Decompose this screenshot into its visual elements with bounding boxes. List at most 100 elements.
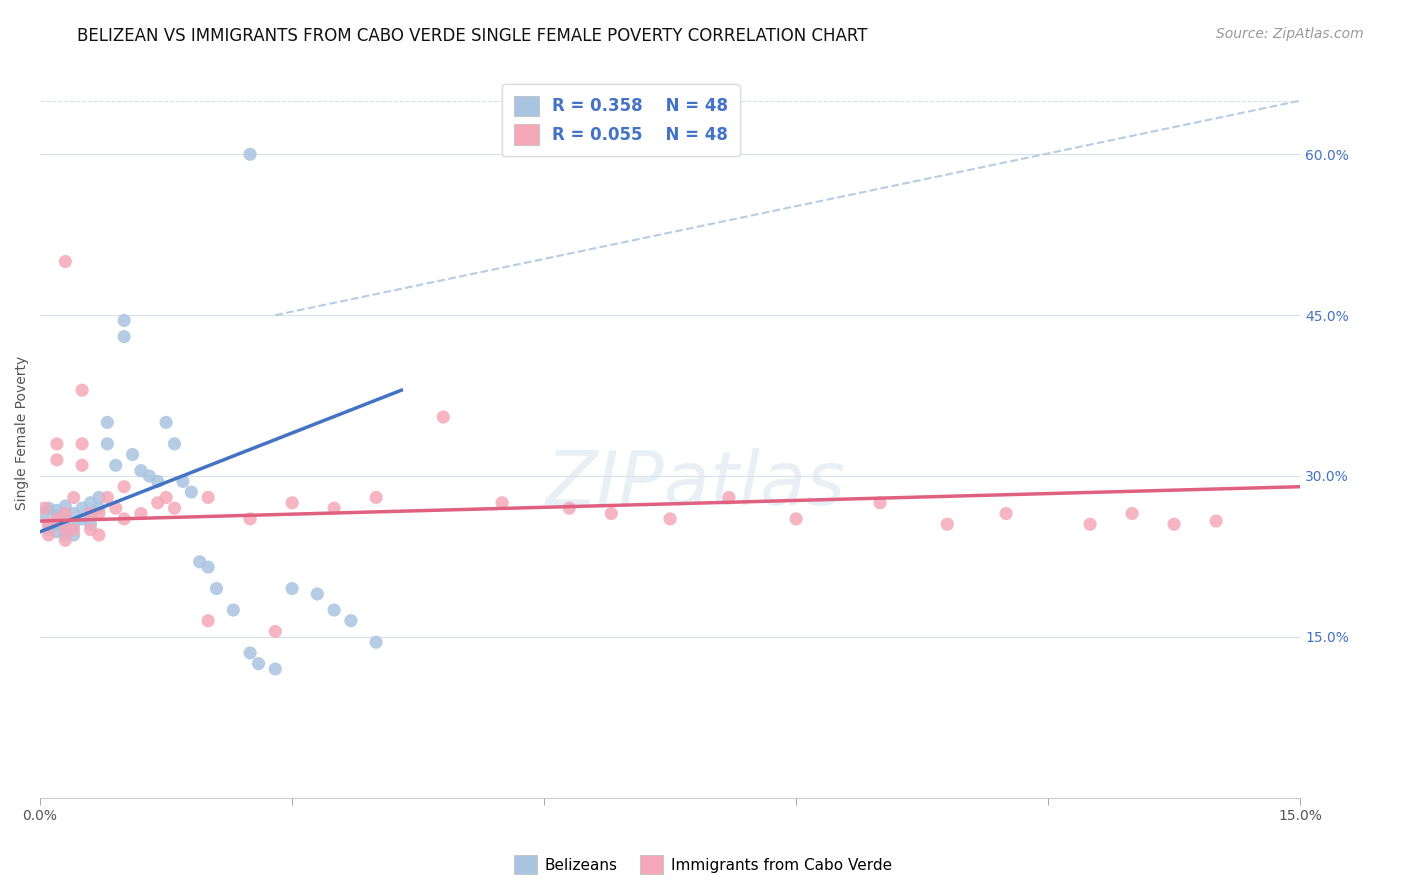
- Point: [936, 517, 959, 532]
- Point: [659, 512, 682, 526]
- Point: [87, 491, 110, 505]
- Point: [112, 480, 135, 494]
- Point: [112, 512, 135, 526]
- Point: [264, 662, 287, 676]
- Point: [785, 512, 807, 526]
- Point: [62, 528, 84, 542]
- Point: [70, 501, 93, 516]
- Point: [38, 501, 60, 516]
- Point: [323, 501, 346, 516]
- Point: [87, 507, 110, 521]
- Point: [87, 528, 110, 542]
- Point: [239, 512, 262, 526]
- Point: [53, 523, 76, 537]
- Point: [38, 528, 60, 542]
- Point: [38, 517, 60, 532]
- Point: [79, 517, 101, 532]
- Point: [53, 528, 76, 542]
- Point: [1078, 517, 1101, 532]
- Point: [600, 507, 623, 521]
- Point: [138, 469, 160, 483]
- Point: [45, 512, 67, 526]
- Point: [62, 507, 84, 521]
- Point: [45, 524, 67, 539]
- Point: [34, 501, 56, 516]
- Point: [45, 453, 67, 467]
- Point: [38, 517, 60, 532]
- Point: [70, 458, 93, 473]
- Point: [79, 507, 101, 521]
- Point: [558, 501, 581, 516]
- Point: [307, 587, 329, 601]
- Point: [239, 147, 262, 161]
- Point: [364, 491, 387, 505]
- Point: [222, 603, 245, 617]
- Point: [205, 582, 228, 596]
- Point: [70, 437, 93, 451]
- Point: [53, 512, 76, 526]
- Point: [53, 499, 76, 513]
- Point: [364, 635, 387, 649]
- Text: BELIZEAN VS IMMIGRANTS FROM CABO VERDE SINGLE FEMALE POVERTY CORRELATION CHART: BELIZEAN VS IMMIGRANTS FROM CABO VERDE S…: [77, 27, 868, 45]
- Point: [323, 603, 346, 617]
- Point: [70, 512, 93, 526]
- Point: [197, 560, 219, 574]
- Point: [79, 523, 101, 537]
- Point: [247, 657, 270, 671]
- Point: [197, 491, 219, 505]
- Point: [62, 523, 84, 537]
- Point: [87, 501, 110, 516]
- Point: [53, 254, 76, 268]
- Point: [129, 464, 152, 478]
- Point: [104, 501, 127, 516]
- Point: [45, 437, 67, 451]
- Point: [96, 437, 118, 451]
- Point: [62, 517, 84, 532]
- Point: [96, 491, 118, 505]
- Point: [96, 416, 118, 430]
- Point: [45, 508, 67, 523]
- Point: [172, 475, 194, 489]
- Text: Source: ZipAtlas.com: Source: ZipAtlas.com: [1216, 27, 1364, 41]
- Point: [53, 523, 76, 537]
- Point: [264, 624, 287, 639]
- Point: [70, 383, 93, 397]
- Point: [38, 523, 60, 537]
- Point: [163, 437, 186, 451]
- Point: [340, 614, 363, 628]
- Point: [155, 416, 177, 430]
- Point: [180, 485, 202, 500]
- Point: [717, 491, 740, 505]
- Point: [53, 533, 76, 548]
- Point: [79, 496, 101, 510]
- Point: [188, 555, 211, 569]
- Point: [869, 496, 891, 510]
- Point: [239, 646, 262, 660]
- Point: [112, 313, 135, 327]
- Point: [432, 410, 454, 425]
- Point: [197, 614, 219, 628]
- Point: [53, 507, 76, 521]
- Point: [62, 491, 84, 505]
- Point: [995, 507, 1018, 521]
- Point: [281, 496, 304, 510]
- Text: ZIPatlas: ZIPatlas: [546, 448, 845, 520]
- Point: [1163, 517, 1185, 532]
- Point: [1205, 514, 1227, 528]
- Point: [155, 491, 177, 505]
- Point: [491, 496, 513, 510]
- Y-axis label: Single Female Poverty: Single Female Poverty: [15, 356, 30, 510]
- Legend: R = 0.358    N = 48, R = 0.055    N = 48: R = 0.358 N = 48, R = 0.055 N = 48: [502, 84, 740, 156]
- Point: [112, 329, 135, 343]
- Point: [104, 458, 127, 473]
- Point: [146, 475, 169, 489]
- Point: [1121, 507, 1143, 521]
- Point: [281, 582, 304, 596]
- Legend: Belizeans, Immigrants from Cabo Verde: Belizeans, Immigrants from Cabo Verde: [508, 849, 898, 880]
- Point: [45, 503, 67, 517]
- Point: [34, 507, 56, 521]
- Point: [79, 507, 101, 521]
- Point: [163, 501, 186, 516]
- Point: [146, 496, 169, 510]
- Point: [121, 448, 143, 462]
